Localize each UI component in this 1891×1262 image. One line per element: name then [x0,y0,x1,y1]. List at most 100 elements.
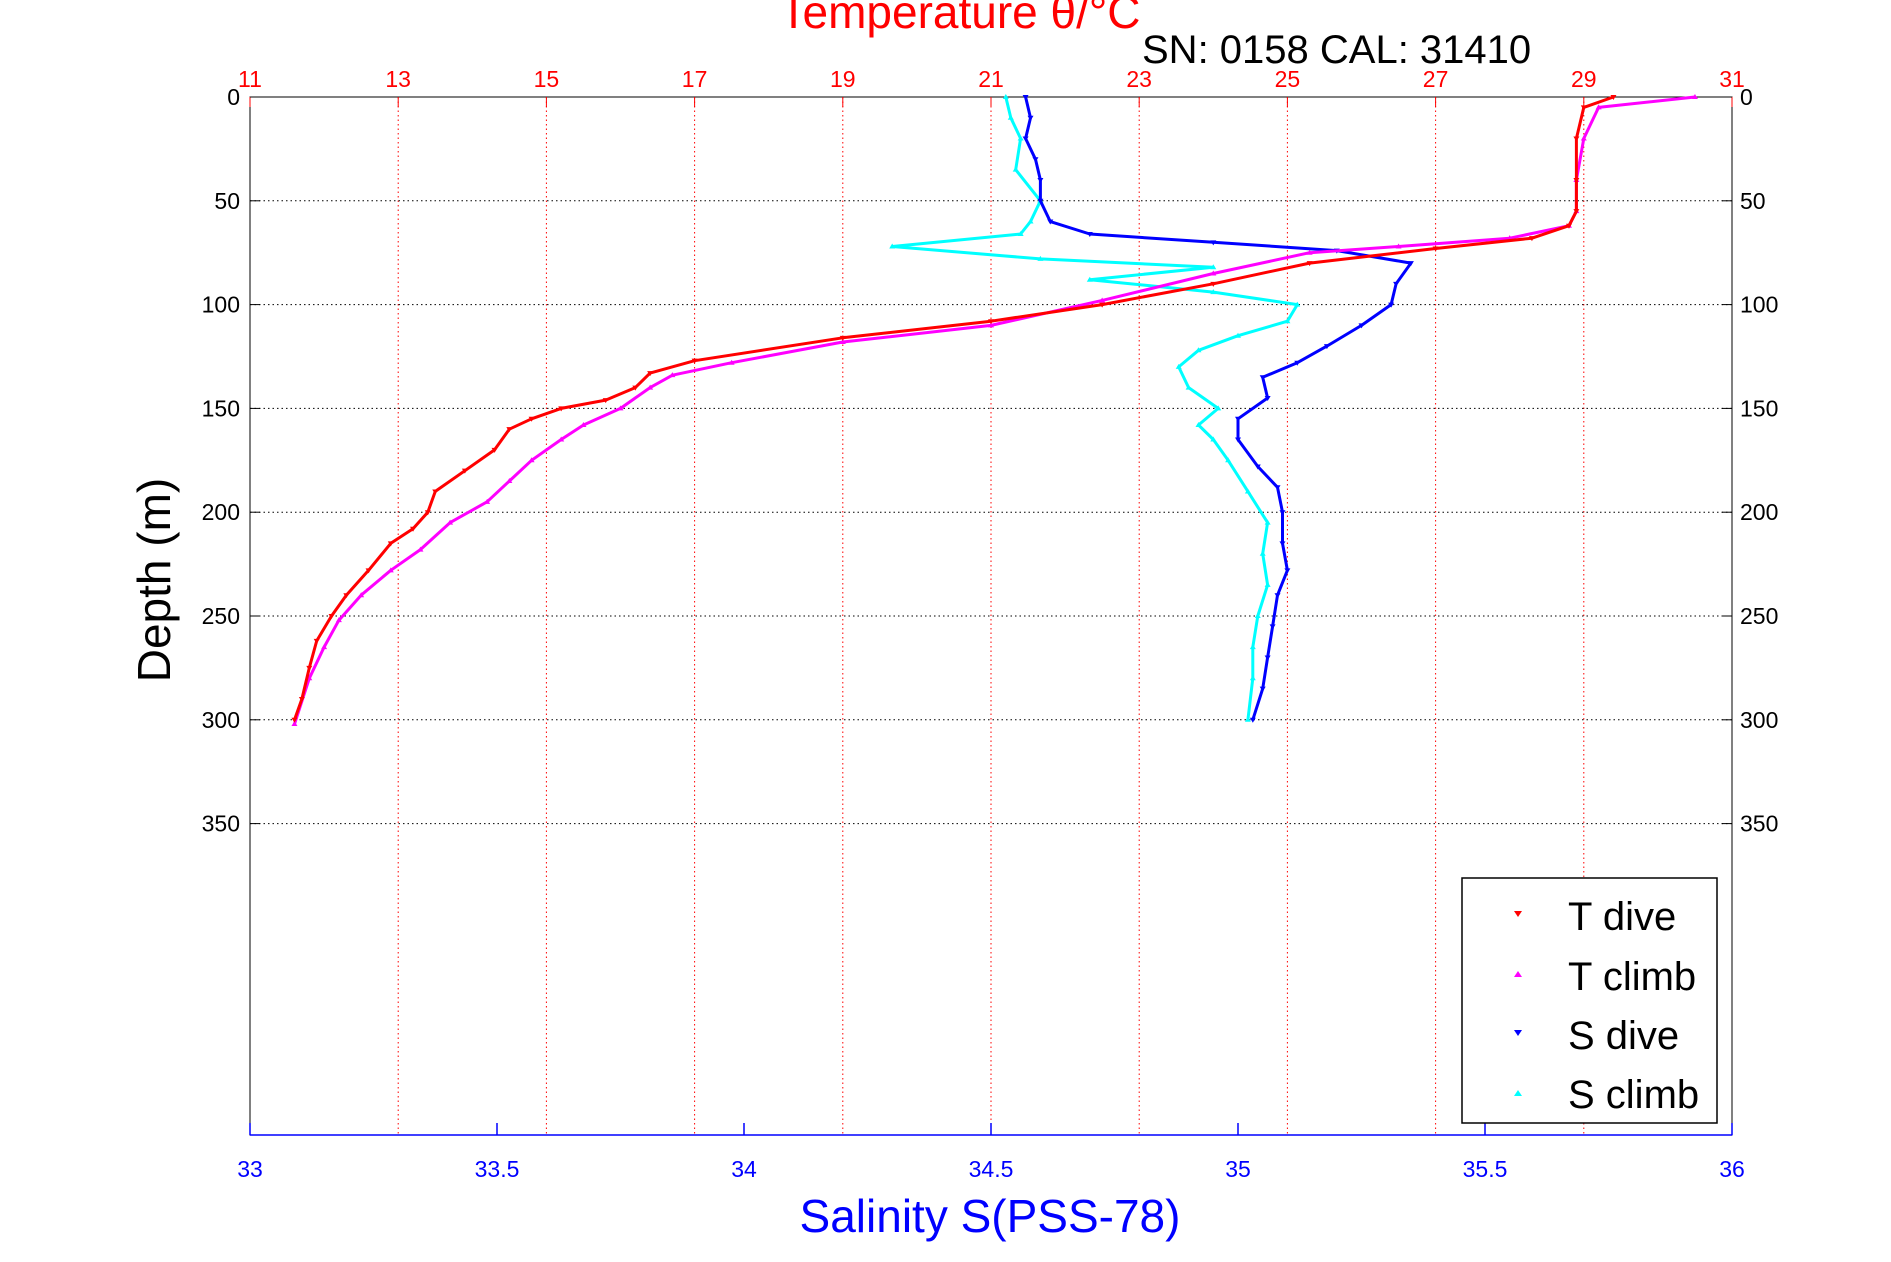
data-point-t-climb [1099,297,1106,303]
data-point-t-dive [1573,178,1580,184]
data-point-s-climb [1264,519,1271,525]
data-point-s-climb [1249,644,1256,650]
data-point-s-climb [1175,363,1182,369]
data-point-t-dive [632,385,639,391]
legend-label-t-dive: T dive [1568,895,1676,939]
series-s-dive [1022,95,1414,723]
legend-entry-s-dive: S dive [1514,1014,1679,1058]
salinity-tick-label: 35.5 [1463,1156,1508,1182]
x-axis-bottom-label: Salinity S(PSS-78) [800,1190,1181,1242]
data-point-s-dive [1294,360,1301,366]
data-point-t-climb [447,519,454,525]
data-point-t-climb [291,720,298,726]
data-point-t-dive [1573,136,1580,142]
data-point-t-dive [1580,105,1587,111]
salinity-tick-label: 36 [1719,1156,1745,1182]
data-point-t-dive [1210,281,1217,287]
data-point-t-climb [528,457,535,463]
data-point-s-dive [1269,624,1276,630]
series-line-s-dive [1024,96,1413,721]
data-point-s-dive [1388,302,1395,308]
salinity-tick-label: 33.5 [475,1156,520,1182]
temperature-tick-label: 11 [238,66,262,92]
data-point-s-dive [1022,136,1029,142]
salinity-tick-label: 34 [731,1156,757,1182]
salinity-axis-ticks: 33 33.5 34 34.5 35 35.5 36 [237,1123,1745,1182]
data-point-t-dive [839,335,846,341]
depth-tick-label-right: 100 [1740,292,1778,318]
data-point-t-dive [365,568,372,574]
data-point-s-dive [1037,178,1044,184]
data-point-t-dive [424,510,431,516]
data-point-s-climb [1294,301,1301,307]
data-point-t-dive [313,638,320,644]
data-point-s-dive [1086,232,1093,238]
depth-axis-ticks-right: 0 50 100 150 200 250 300 350 [1722,84,1778,837]
data-point-t-dive [602,398,609,404]
data-point-s-climb [1007,114,1014,120]
data-point-t-climb [1691,94,1698,99]
data-point-s-climb [1244,716,1251,722]
data-point-s-climb [1235,332,1241,338]
data-point-s-dive [1047,219,1054,225]
temperature-tick-label: 23 [1126,66,1152,92]
data-point-s-climb [1195,422,1202,428]
data-point-s-climb [1259,550,1266,556]
data-point-s-climb [1195,347,1202,353]
data-point-s-climb [1215,405,1222,411]
data-point-t-dive [298,697,305,703]
data-point-t-climb [669,372,676,378]
data-point-t-dive [306,665,313,671]
legend-entry-s-climb: S climb [1514,1073,1699,1117]
data-point-s-climb [1225,457,1232,463]
data-point-s-climb [1210,436,1217,442]
data-point-s-dive [1259,375,1266,381]
data-point-s-climb [1244,488,1251,494]
legend-entry-t-dive: T dive [1514,895,1676,939]
temperature-tick-label: 29 [1571,66,1597,92]
data-point-t-dive [1432,246,1439,252]
data-point-s-climb [1086,276,1093,282]
data-point-t-dive [291,717,298,723]
depth-tick-label-left: 250 [202,603,240,629]
data-point-t-dive [558,406,565,412]
data-point-s-climb [1249,675,1256,681]
depth-tick-label-left: 50 [214,188,240,214]
data-point-s-dive [1264,396,1271,402]
data-point-s-dive [1279,541,1286,547]
data-point-t-dive [461,468,468,474]
data-point-t-dive [1610,95,1617,100]
data-point-t-dive [410,526,417,532]
data-point-t-climb [1306,249,1313,255]
data-point-s-dive [1037,198,1044,204]
data-point-t-dive [343,593,350,599]
data-point-t-climb [617,405,624,411]
data-point-t-climb [387,567,394,573]
data-point-s-climb [1017,231,1024,237]
data-point-s-dive [1022,95,1029,100]
series-line-s-climb [890,96,1299,720]
data-point-s-dive [1235,416,1241,422]
data-point-t-climb [1210,270,1217,276]
chart-subtitle: SN: 0158 CAL: 31410 [1142,28,1531,72]
temperature-axis-ticks: 11 13 15 17 19 21 23 25 27 29 31 [238,66,1745,107]
data-point-s-dive [1323,344,1330,350]
temperature-tick-label: 17 [682,66,708,92]
data-point-s-dive [1274,593,1281,599]
depth-tick-label-left: 150 [202,395,240,421]
data-point-s-climb [1037,255,1044,261]
data-point-t-dive [432,489,439,495]
data-point-t-dive [387,541,394,547]
series-t-dive [291,95,1617,723]
data-point-s-climb [1027,218,1034,224]
data-point-t-dive [1573,209,1580,215]
depth-tick-label-right: 50 [1740,188,1766,214]
temperature-tick-label: 15 [534,66,560,92]
data-point-t-climb [647,384,654,390]
data-point-s-climb [889,243,896,249]
data-point-s-climb [1012,166,1019,172]
depth-tick-label-left: 350 [202,811,240,837]
data-point-t-climb [558,436,565,442]
data-point-t-climb [1395,243,1402,249]
